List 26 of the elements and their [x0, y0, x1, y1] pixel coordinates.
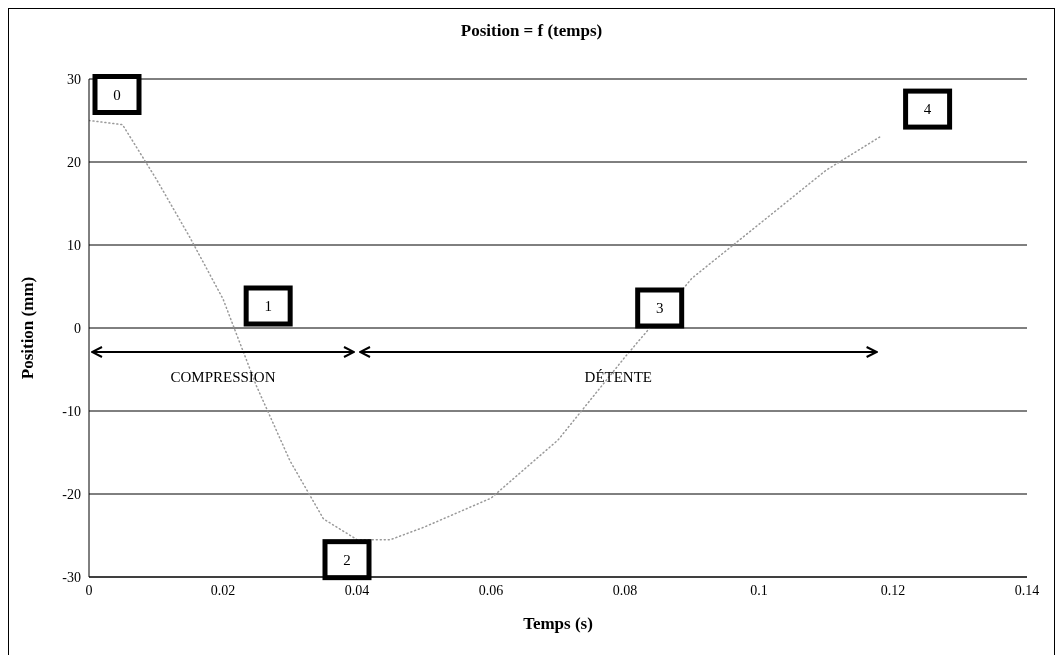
annotation: 2 — [343, 551, 351, 568]
x-tick-label: 0.08 — [612, 582, 638, 598]
y-axis-title: Position (mm) — [18, 276, 38, 380]
y-tick-label: -10 — [62, 403, 81, 419]
line-series — [89, 119, 881, 541]
annotation: 0 — [113, 86, 121, 103]
x-tick-label: 0.12 — [880, 582, 906, 598]
x-tick-label: 0.1 — [750, 582, 768, 598]
x-axis-title: Temps (s) — [523, 614, 593, 633]
annotation: 4 — [923, 101, 932, 118]
y-tick-label: 30 — [67, 71, 81, 87]
annotation: DÉTENTE — [584, 369, 653, 385]
annotation: COMPRESSION — [170, 369, 276, 385]
x-tick-label: 0.14 — [1014, 582, 1040, 598]
annotation: 3 — [655, 300, 664, 316]
y-tick-label: 20 — [67, 154, 81, 170]
x-tick-label: 0.06 — [478, 582, 504, 598]
y-tick-label: 10 — [67, 237, 81, 253]
y-tick-label: 0 — [74, 320, 81, 336]
y-tick-label: -30 — [62, 569, 81, 585]
x-tick-label: 0.04 — [344, 582, 370, 598]
annotation: 1 — [264, 298, 272, 314]
x-tick-label: 0 — [85, 582, 93, 598]
chart-title: Position = f (temps) — [459, 20, 604, 42]
y-tick-label: -20 — [62, 486, 81, 502]
x-tick-label: 0.02 — [210, 582, 236, 598]
